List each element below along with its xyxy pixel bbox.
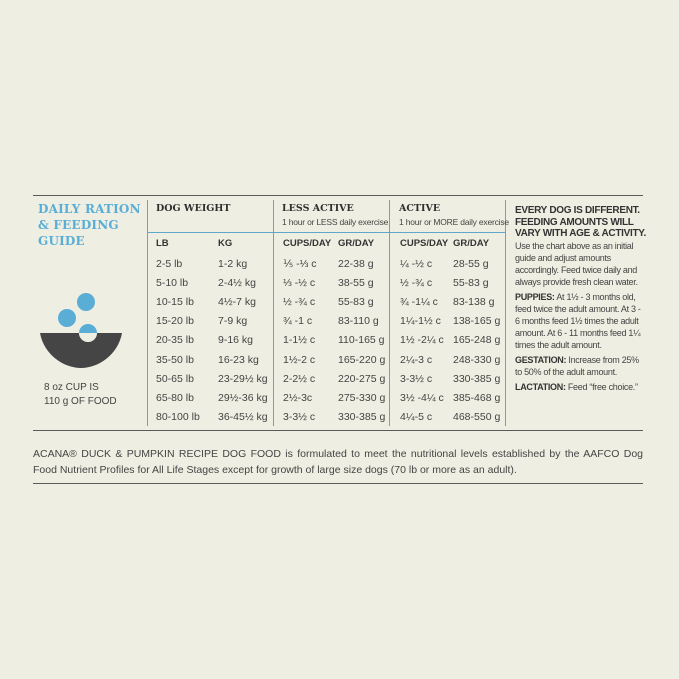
active-grams-cell: 28-55 g [453,258,489,270]
header-rule [147,232,505,233]
weight-lb-cell: 2-5 lb [156,258,183,270]
active-subheader: 1 hour or MORE daily exercise [399,217,509,227]
weight-kg-cell: 29½-36 kg [218,391,268,404]
active-grams-cell: 83-138 g [453,296,495,309]
grams-header: GR/DAY [453,238,490,249]
caption-line: 8 oz CUP IS [44,382,99,393]
gestation-text: Increase from 25% to 50% of the adult am… [515,354,639,377]
puppies-label: PUPPIES: [515,291,555,302]
active-cups-cell: 1¼-1½ c [400,315,441,328]
active-grams-cell: 55-83 g [453,277,489,290]
column-divider [389,200,390,426]
less-active-cups-cell: 2-2½ c [283,372,316,385]
column-divider [273,200,274,426]
weight-lb-cell: 10-15 lb [156,296,194,309]
grams-header: GR/DAY [338,238,375,249]
cups-header: CUPS/DAY [400,238,449,249]
column-divider [505,200,506,426]
active-cups-cell: ¾ -1¼ c [400,296,438,309]
weight-kg-cell: 36-45½ kg [218,410,268,423]
weight-kg-cell: 4½-7 kg [218,296,256,309]
bottom-rule [33,483,643,484]
less-active-cups-cell: 3-3½ c [283,410,316,423]
weight-lb-cell: 80-100 lb [156,410,200,423]
less-active-cups-cell: ⅕ -⅓ c [283,258,317,270]
puppies-text: At 1½ - 3 months old, feed twice the adu… [515,291,641,350]
notes-heading: EVERY DOG IS DIFFERENT. FEEDING AMOUNTS … [515,205,647,239]
weight-kg-cell: 7-9 kg [218,315,248,328]
active-grams-cell: 138-165 g [453,315,501,328]
cups-header: CUPS/DAY [283,238,332,249]
weight-kg-cell: 2-4½ kg [218,277,256,290]
less-active-grams-cell: 22-38 g [338,258,374,270]
active-grams-cell: 165-248 g [453,334,501,347]
less-active-cups-cell: ½ -¾ c [283,296,316,309]
active-cups-cell: 1½ -2¼ c [400,334,444,347]
kg-header: KG [218,238,233,249]
active-grams-cell: 468-550 g [453,410,501,423]
less-active-grams-cell: 83-110 g [338,315,379,328]
title-line: GUIDE [38,234,85,248]
dog-weight-header: DOG WEIGHT [156,203,231,214]
weight-kg-cell: 23-29½ kg [218,372,268,385]
weight-kg-cell: 9-16 kg [218,334,254,347]
cup-caption: 8 oz CUP IS 110 g OF FOOD [44,381,117,409]
middle-rule [33,430,643,431]
less-active-cups-cell: ⅓ -½ c [283,277,316,290]
less-active-grams-cell: 220-275 g [338,372,386,385]
less-active-grams-cell: 55-83 g [338,296,374,309]
active-header: ACTIVE [399,203,441,214]
active-cups-cell: ¼ -½ c [400,258,433,270]
less-active-header: LESS ACTIVE [282,203,354,214]
title-line: DAILY RATION [38,202,141,216]
aafco-statement: ACANA® DUCK & PUMPKIN RECIPE DOG FOOD is… [33,448,643,476]
lactation-label: LACTATION: [515,381,566,392]
active-cups-cell: 4¼-5 c [400,410,433,423]
less-active-cups-cell: ¾ -1 c [283,315,313,328]
weight-kg-cell: 1-2 kg [218,258,248,270]
column-divider [147,200,148,426]
weight-lb-cell: 35-50 lb [156,353,194,366]
less-active-cups-cell: 1-1½ c [283,334,316,347]
lactation-text: Feed “free choice.” [567,381,638,392]
less-active-grams-cell: 330-385 g [338,410,386,423]
active-grams-cell: 248-330 g [453,353,501,366]
weight-lb-cell: 15-20 lb [156,315,194,328]
bowl-icon [40,293,122,368]
gestation-label: GESTATION: [515,354,567,365]
less-active-cups-cell: 2½-3c [283,391,313,404]
less-active-grams-cell: 165-220 g [338,353,386,366]
less-active-grams-cell: 275-330 g [338,391,386,404]
gestation-note: GESTATION: Increase from 25% to 50% of t… [515,354,647,378]
top-rule [33,195,643,196]
active-cups-cell: 3½ -4¼ c [400,391,444,404]
lactation-note: LACTATION: Feed “free choice.” [515,381,647,393]
active-cups-cell: ½ -¾ c [400,277,433,290]
caption-line: 110 g OF FOOD [44,396,117,407]
weight-lb-cell: 20-35 lb [156,334,194,347]
weight-kg-cell: 16-23 kg [218,353,259,366]
weight-lb-cell: 5-10 lb [156,277,189,290]
notes-intro: Use the chart above as an initial guide … [515,240,638,287]
active-grams-cell: 330-385 g [453,372,501,385]
lb-header: LB [156,238,169,249]
weight-lb-cell: 50-65 lb [156,372,194,385]
less-active-subheader: 1 hour or LESS daily exercise [282,217,389,227]
less-active-grams-cell: 110-165 g [338,334,385,347]
feeding-notes: EVERY DOG IS DIFFERENT. FEEDING AMOUNTS … [515,205,647,396]
less-active-cups-cell: 1½-2 c [283,353,316,366]
less-active-grams-cell: 38-55 g [338,277,374,290]
active-cups-cell: 2¼-3 c [400,353,433,366]
active-cups-cell: 3-3½ c [400,372,433,385]
guide-title: DAILY RATION & FEEDING GUIDE [38,201,141,249]
puppies-note: PUPPIES: At 1½ - 3 months old, feed twic… [515,291,647,351]
title-line: & FEEDING [38,218,119,232]
weight-lb-cell: 65-80 lb [156,391,194,404]
active-grams-cell: 385-468 g [453,391,501,404]
